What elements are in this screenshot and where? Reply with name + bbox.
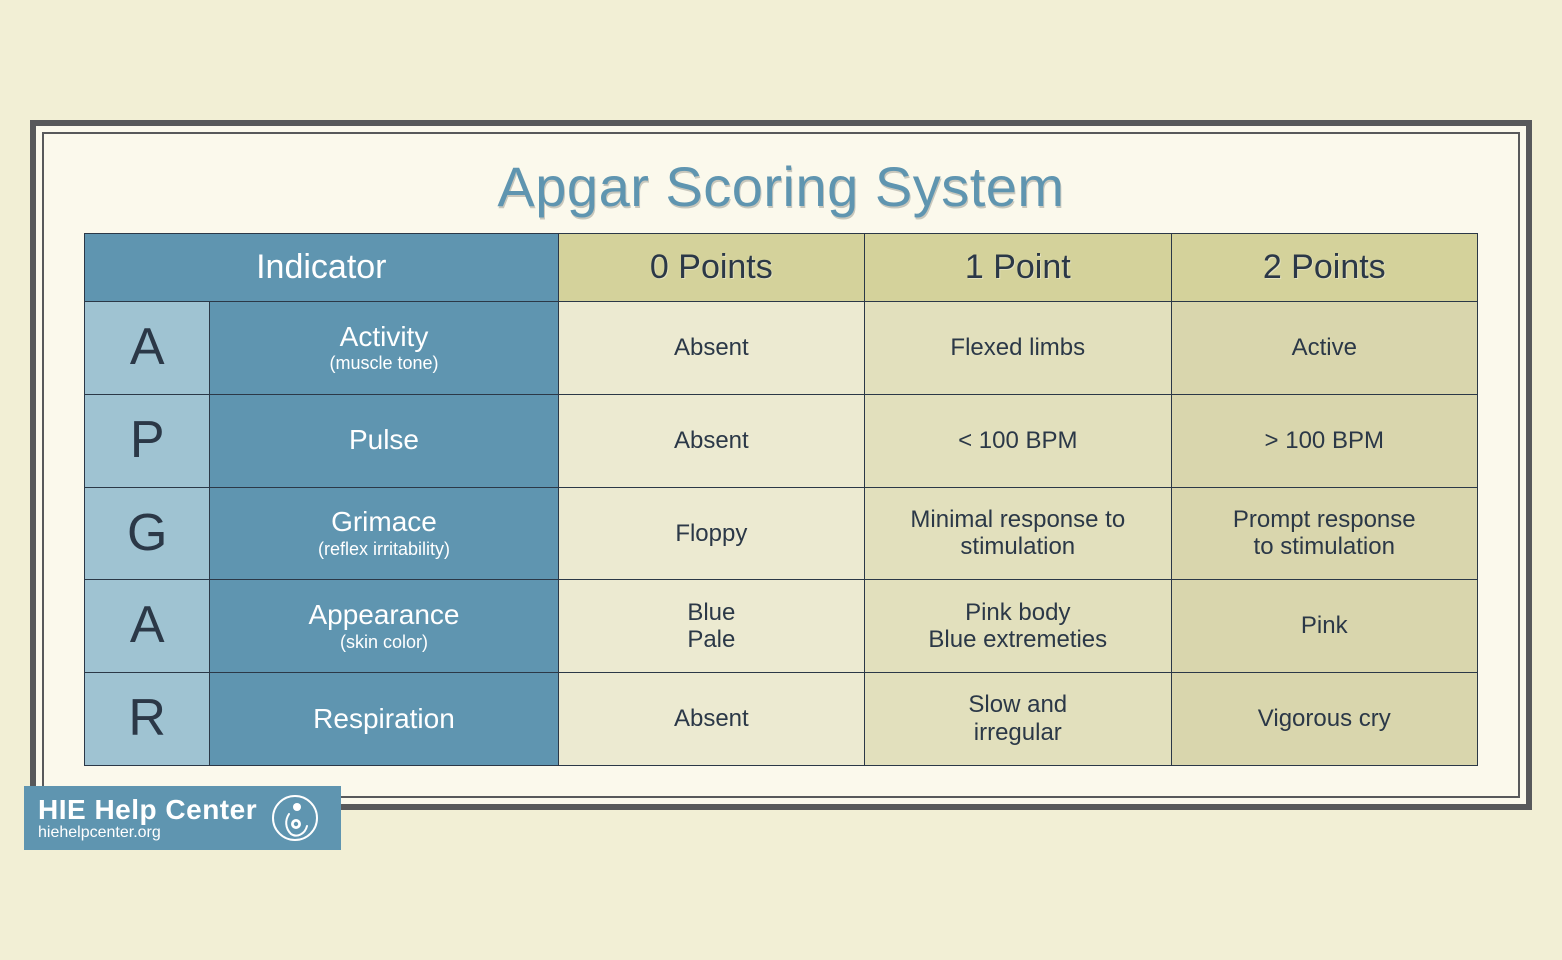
brand-badge: HIE Help Center hiehelpcenter.org bbox=[24, 786, 341, 850]
header-indicator: Indicator bbox=[85, 234, 559, 302]
cell-1pt: Flexed limbs bbox=[865, 302, 1171, 395]
brand-name: HIE Help Center bbox=[38, 794, 257, 826]
cell-1pt: Pink bodyBlue extremeties bbox=[865, 580, 1171, 673]
cell-1pt: Minimal response tostimulation bbox=[865, 487, 1171, 580]
row-letter: A bbox=[85, 580, 210, 673]
page-title: Apgar Scoring System bbox=[84, 154, 1478, 219]
brand-text: HIE Help Center hiehelpcenter.org bbox=[38, 794, 257, 842]
mother-child-icon bbox=[271, 794, 319, 842]
row-indicator: Activity (muscle tone) bbox=[210, 302, 558, 395]
brand-url: hiehelpcenter.org bbox=[38, 824, 257, 842]
table-row: G Grimace (reflex irritability) Floppy M… bbox=[85, 487, 1478, 580]
cell-0pts: Absent bbox=[558, 302, 864, 395]
row-letter: R bbox=[85, 673, 210, 766]
row-indicator: Pulse bbox=[210, 394, 558, 487]
row-indicator: Appearance (skin color) bbox=[210, 580, 558, 673]
inner-frame: Apgar Scoring System Indicator 0 Points … bbox=[42, 132, 1520, 798]
row-indicator: Grimace (reflex irritability) bbox=[210, 487, 558, 580]
indicator-name: Appearance bbox=[308, 599, 459, 630]
header-2-points: 2 Points bbox=[1171, 234, 1477, 302]
indicator-sub: (skin color) bbox=[220, 633, 547, 653]
indicator-name: Activity bbox=[340, 321, 429, 352]
apgar-table: Indicator 0 Points 1 Point 2 Points A Ac… bbox=[84, 233, 1478, 766]
indicator-sub: (reflex irritability) bbox=[220, 540, 547, 560]
cell-1pt: Slow andirregular bbox=[865, 673, 1171, 766]
cell-2pts: > 100 BPM bbox=[1171, 394, 1477, 487]
table-row: A Appearance (skin color) BluePale Pink … bbox=[85, 580, 1478, 673]
indicator-name: Grimace bbox=[331, 506, 437, 537]
cell-2pts: Pink bbox=[1171, 580, 1477, 673]
cell-2pts: Vigorous cry bbox=[1171, 673, 1477, 766]
table-row: R Respiration Absent Slow andirregular V… bbox=[85, 673, 1478, 766]
indicator-sub: (muscle tone) bbox=[220, 354, 547, 374]
header-0-points: 0 Points bbox=[558, 234, 864, 302]
cell-0pts: Absent bbox=[558, 673, 864, 766]
table-row: A Activity (muscle tone) Absent Flexed l… bbox=[85, 302, 1478, 395]
row-letter: G bbox=[85, 487, 210, 580]
header-1-point: 1 Point bbox=[865, 234, 1171, 302]
row-indicator: Respiration bbox=[210, 673, 558, 766]
indicator-name: Pulse bbox=[349, 424, 419, 455]
table-header-row: Indicator 0 Points 1 Point 2 Points bbox=[85, 234, 1478, 302]
indicator-name: Respiration bbox=[313, 703, 455, 734]
cell-0pts: Floppy bbox=[558, 487, 864, 580]
cell-1pt: < 100 BPM bbox=[865, 394, 1171, 487]
infographic-card: Apgar Scoring System Indicator 0 Points … bbox=[30, 120, 1532, 810]
outer-frame: Apgar Scoring System Indicator 0 Points … bbox=[30, 120, 1532, 810]
row-letter: A bbox=[85, 302, 210, 395]
cell-2pts: Prompt responseto stimulation bbox=[1171, 487, 1477, 580]
row-letter: P bbox=[85, 394, 210, 487]
table-row: P Pulse Absent < 100 BPM > 100 BPM bbox=[85, 394, 1478, 487]
cell-0pts: BluePale bbox=[558, 580, 864, 673]
cell-0pts: Absent bbox=[558, 394, 864, 487]
cell-2pts: Active bbox=[1171, 302, 1477, 395]
